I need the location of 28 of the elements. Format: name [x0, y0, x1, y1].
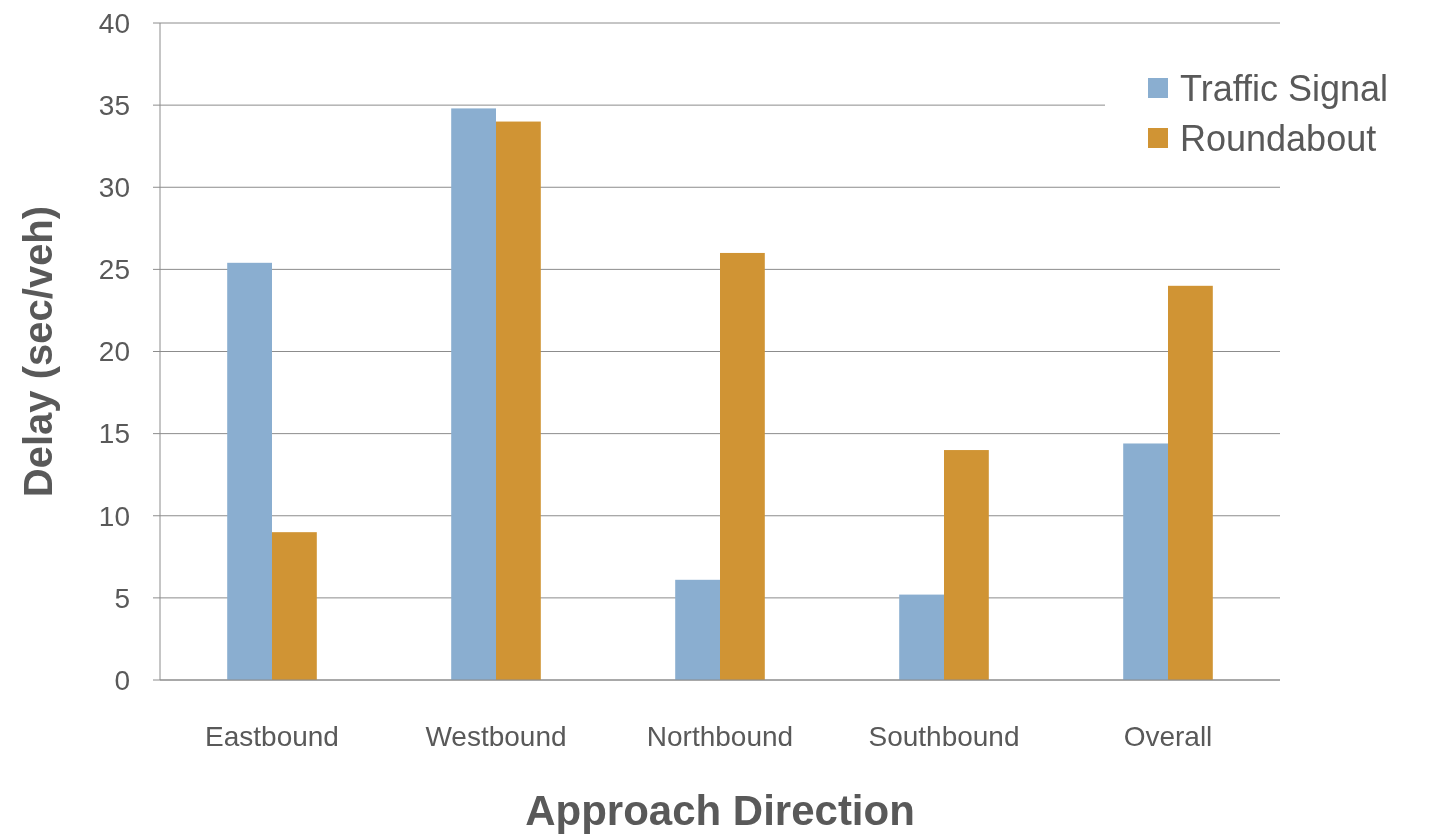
x-tick-label: Overall [1123, 721, 1213, 752]
x-tick-label: Westbound [425, 721, 567, 752]
y-tick-label: 15 [98, 418, 130, 450]
y-tick-label: 10 [98, 500, 130, 532]
y-axis-title: Delay (sec/veh) [16, 205, 60, 498]
bar [899, 594, 944, 680]
x-tick-label: Northbound [646, 721, 794, 752]
legend-label: Traffic Signal [1180, 67, 1389, 109]
legend-label: Roundabout [1180, 117, 1377, 159]
x-tick-label: Southbound [868, 721, 1020, 752]
x-tick-label: Eastbound [205, 721, 339, 752]
y-tick-label: 0 [114, 664, 130, 696]
bar [272, 532, 317, 680]
bar [1123, 443, 1168, 680]
x-axis-title: Approach Direction [525, 787, 915, 834]
y-tick-label: 5 [114, 582, 130, 614]
y-tick-label: 40 [98, 7, 130, 39]
y-tick-label: 30 [98, 172, 130, 204]
bar [1168, 285, 1213, 680]
bar [496, 121, 541, 680]
y-tick-label: 25 [98, 254, 130, 286]
bar [451, 108, 496, 680]
bar [944, 450, 989, 680]
y-tick-label: 35 [98, 89, 130, 121]
y-tick-label: 20 [98, 336, 130, 368]
bar [227, 262, 272, 680]
bar [720, 252, 765, 680]
bar [675, 579, 720, 680]
